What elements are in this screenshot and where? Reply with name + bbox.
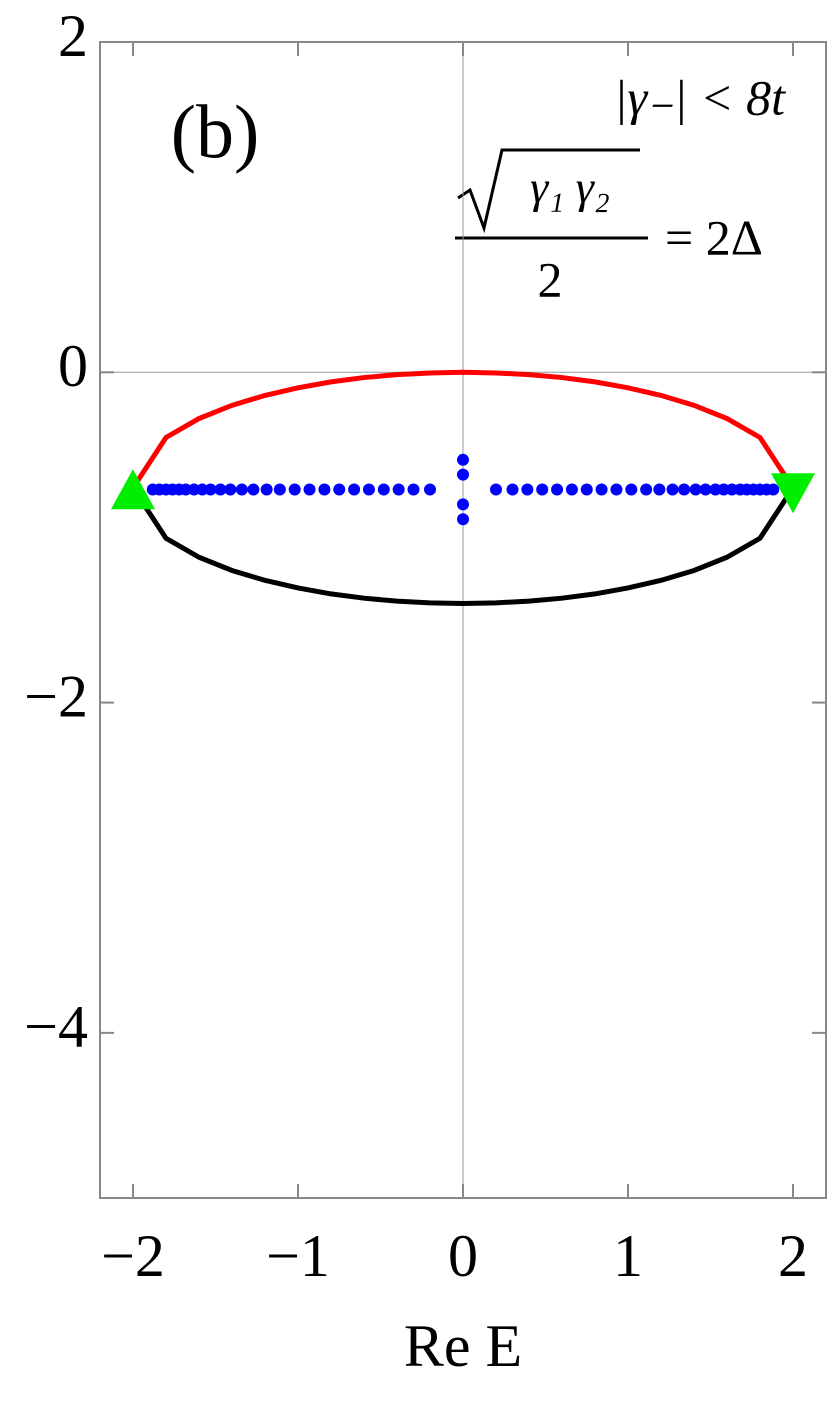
point [506, 483, 519, 496]
y-tick-label: −4 [24, 994, 88, 1060]
point [188, 483, 201, 496]
point [377, 483, 390, 496]
point [709, 483, 722, 496]
point [490, 483, 502, 496]
point [273, 483, 286, 496]
x-axis-label: Re E [404, 1313, 522, 1379]
point [457, 513, 469, 526]
point [595, 483, 608, 496]
x-tick-label: 0 [448, 1223, 478, 1289]
point [260, 483, 273, 496]
x-tick-label: −1 [266, 1223, 330, 1289]
point [407, 483, 420, 496]
y-tick-label: 2 [58, 3, 88, 69]
point [179, 483, 192, 496]
point [580, 483, 593, 496]
point [666, 483, 679, 496]
x-tick-label: 1 [613, 1223, 643, 1289]
triangle-marker [771, 473, 815, 514]
point [288, 483, 301, 496]
point [224, 483, 237, 496]
point [214, 483, 227, 496]
fraction-numerator: γ₁ γ₂ [530, 162, 610, 213]
sqrt-sign [457, 148, 640, 234]
point [699, 483, 712, 496]
fraction-denominator: 2 [538, 251, 563, 307]
y-tick-label: −2 [24, 663, 88, 729]
point [204, 483, 217, 496]
point [625, 483, 638, 496]
point [653, 483, 666, 496]
x-tick-label: 2 [778, 1223, 808, 1289]
condition: |γ₋| < 8t [614, 69, 786, 125]
point [318, 483, 331, 496]
y-tick-label: 0 [58, 333, 88, 399]
point [196, 483, 209, 496]
point [551, 483, 564, 496]
point [424, 483, 436, 496]
curve [130, 486, 796, 606]
point [392, 483, 405, 496]
triangle-marker [111, 469, 155, 510]
point [362, 483, 375, 496]
point [725, 483, 738, 496]
point [678, 483, 691, 496]
fraction-rhs: = 2Δ [665, 209, 763, 265]
point [521, 483, 534, 496]
point [640, 483, 653, 496]
point [247, 483, 260, 496]
point [348, 483, 361, 496]
curve [130, 369, 796, 490]
point [457, 453, 469, 466]
point [457, 468, 469, 481]
point [767, 483, 780, 496]
point [333, 483, 346, 496]
panel-label: (b) [171, 90, 260, 174]
point [536, 483, 549, 496]
point [717, 483, 730, 496]
point [610, 483, 623, 496]
point [565, 483, 578, 496]
point [235, 483, 248, 496]
point [689, 483, 702, 496]
point [457, 498, 469, 511]
x-tick-label: −2 [101, 1223, 165, 1289]
point [303, 483, 316, 496]
